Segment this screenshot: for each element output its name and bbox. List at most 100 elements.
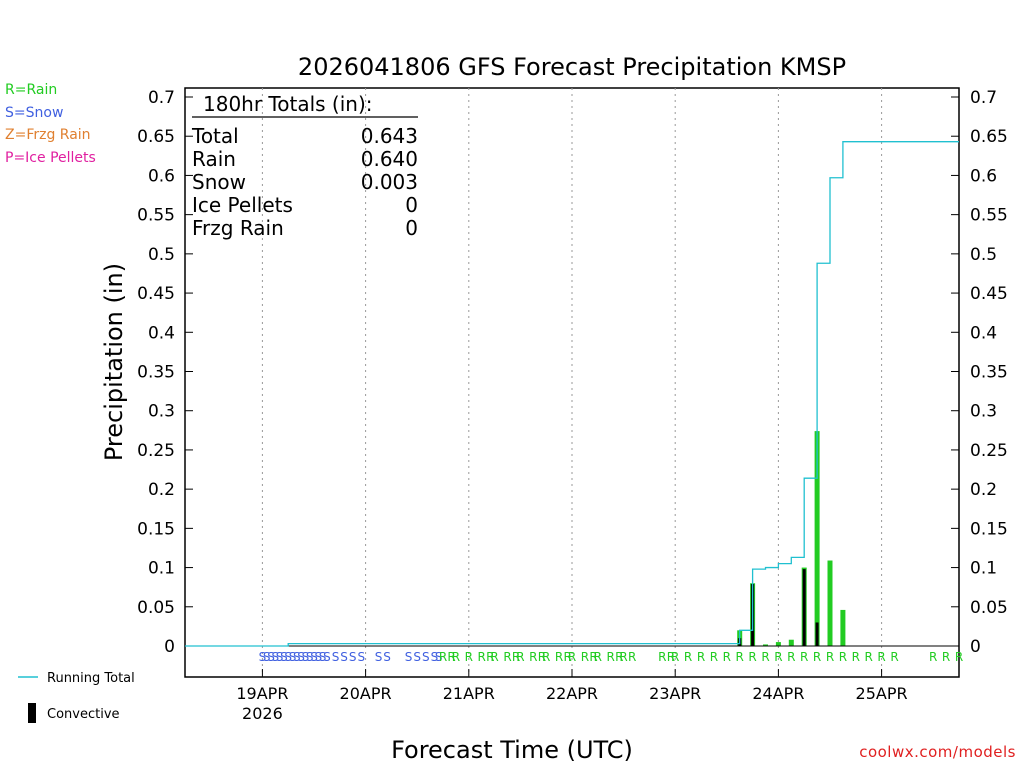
rain-marker: R <box>671 650 679 664</box>
convective-bar <box>802 569 806 646</box>
rain-marker: R <box>761 650 769 664</box>
y-tick-label-left: 0 <box>164 637 175 657</box>
y-tick-label-left: 0.25 <box>137 441 175 461</box>
totals-row-value: 0 <box>405 193 418 217</box>
rain-marker: R <box>839 650 847 664</box>
y-tick-label-left: 0.2 <box>148 480 175 500</box>
y-tick-label-right: 0.55 <box>970 206 1008 226</box>
y-tick-label-left: 0.3 <box>148 402 175 422</box>
x-tick-label: 22APR <box>546 684 598 703</box>
rain-marker: R <box>865 650 873 664</box>
snow-marker: S <box>431 650 439 664</box>
snow-marker: S <box>314 650 322 664</box>
rain-marker: R <box>555 650 563 664</box>
y-tick-label-left: 0.6 <box>148 166 175 186</box>
totals-header: 180hr Totals (in): <box>203 92 373 116</box>
rain-marker: R <box>439 650 447 664</box>
rain-marker: R <box>529 650 537 664</box>
totals-row-label: Rain <box>192 147 236 171</box>
rain-marker: R <box>800 650 808 664</box>
y-tick-label-right: 0.7 <box>970 88 997 108</box>
rain-marker: R <box>628 650 636 664</box>
snow-marker: S <box>284 650 292 664</box>
precip-bar <box>840 609 846 646</box>
x-tick-label: 24APR <box>752 684 804 703</box>
rain-marker: R <box>710 650 718 664</box>
x-tick-label: 19APR <box>236 684 288 703</box>
y-tick-label-right: 0.3 <box>970 402 997 422</box>
y-tick-label-right: 0.6 <box>970 166 997 186</box>
running-total-legend-label: Running Total <box>47 671 135 686</box>
running-total-group <box>185 141 959 647</box>
rain-marker: R <box>503 650 511 664</box>
y-tick-label-right: 0.65 <box>970 127 1008 147</box>
snow-marker: S <box>405 650 413 664</box>
rain-marker: R <box>826 650 834 664</box>
rain-marker: R <box>697 650 705 664</box>
snow-marker: S <box>310 650 318 664</box>
y-tick-label-right: 0.45 <box>970 284 1008 304</box>
rain-marker: R <box>877 650 885 664</box>
rain-marker: R <box>607 650 615 664</box>
y-tick-label-right: 0.05 <box>970 598 1008 618</box>
rain-marker: R <box>774 650 782 664</box>
rain-marker: R <box>723 650 731 664</box>
snow-marker: S <box>271 650 279 664</box>
rain-marker: R <box>736 650 744 664</box>
snow-marker: S <box>289 650 297 664</box>
y-tick-label-left: 0.4 <box>148 323 175 343</box>
y-tick-label-right: 0 <box>970 637 981 657</box>
precip-bar <box>827 560 833 646</box>
snow-marker: S <box>306 650 314 664</box>
y-tick-label-left: 0.45 <box>137 284 175 304</box>
snow-marker: S <box>267 650 275 664</box>
y-axis-left: 0 0.05 0.1 0.15 0.2 0.25 0.3 0.35 0.4 0.45 0.5 0.55… <box>137 88 193 657</box>
snow-marker: S <box>293 650 301 664</box>
rain-marker: R <box>852 650 860 664</box>
rain-marker: R <box>486 650 494 664</box>
snow-marker: S <box>319 650 327 664</box>
y-tick-label-right: 0.5 <box>970 245 997 265</box>
snow-marker: S <box>280 650 288 664</box>
y-axis-right: 0 0.05 0.1 0.15 0.2 0.25 0.3 0.35 0.4 0.45 0.5 0.55… <box>951 88 1008 657</box>
y-tick-label-left: 0.5 <box>148 245 175 265</box>
y-tick-label-left: 0.05 <box>137 598 175 618</box>
y-tick-label-right: 0.1 <box>970 559 997 579</box>
rain-marker: R <box>787 650 795 664</box>
rain-marker: R <box>890 650 898 664</box>
snow-marker: S <box>276 650 284 664</box>
rain-marker: R <box>542 650 550 664</box>
totals-row-label: Frzg Rain <box>192 216 284 240</box>
y-tick-label-left: 0.55 <box>137 206 175 226</box>
convective-legend-label: Convective <box>47 707 120 722</box>
rain-marker: R <box>452 650 460 664</box>
snow-marker: S <box>332 650 340 664</box>
x-tick-label: 20APR <box>340 684 392 703</box>
y-tick-label-right: 0.2 <box>970 480 997 500</box>
rain-marker: R <box>929 650 937 664</box>
snow-marker: S <box>263 650 271 664</box>
rain-marker: R <box>564 650 572 664</box>
convective-bar <box>815 622 819 646</box>
legend-snow: S=Snow <box>5 105 64 121</box>
precip-bar <box>775 642 781 646</box>
rain-marker: R <box>615 650 623 664</box>
snow-marker: S <box>302 650 310 664</box>
legend-freezing-rain: Z=Frzg Rain <box>5 127 91 143</box>
snow-marker: S <box>413 650 421 664</box>
rain-marker: R <box>490 650 498 664</box>
y-axis-label: Precipitation (in) <box>100 263 128 461</box>
x-axis-label: Forecast Time (UTC) <box>391 736 633 764</box>
totals-box: 180hr Totals (in): Total 0.643 Rain 0.640 Sn… <box>191 92 418 240</box>
rain-marker: R <box>684 650 692 664</box>
precip-bar <box>814 431 820 646</box>
legend-ice-pellets: P=Ice Pellets <box>5 150 96 166</box>
y-tick-label-left: 0.7 <box>148 88 175 108</box>
rain-marker: R <box>942 650 950 664</box>
snow-marker: S <box>357 650 365 664</box>
credit-link[interactable]: coolwx.com/models <box>859 743 1016 761</box>
rain-marker: R <box>594 650 602 664</box>
y-tick-label-right: 0.4 <box>970 323 997 343</box>
rain-marker: R <box>465 650 473 664</box>
